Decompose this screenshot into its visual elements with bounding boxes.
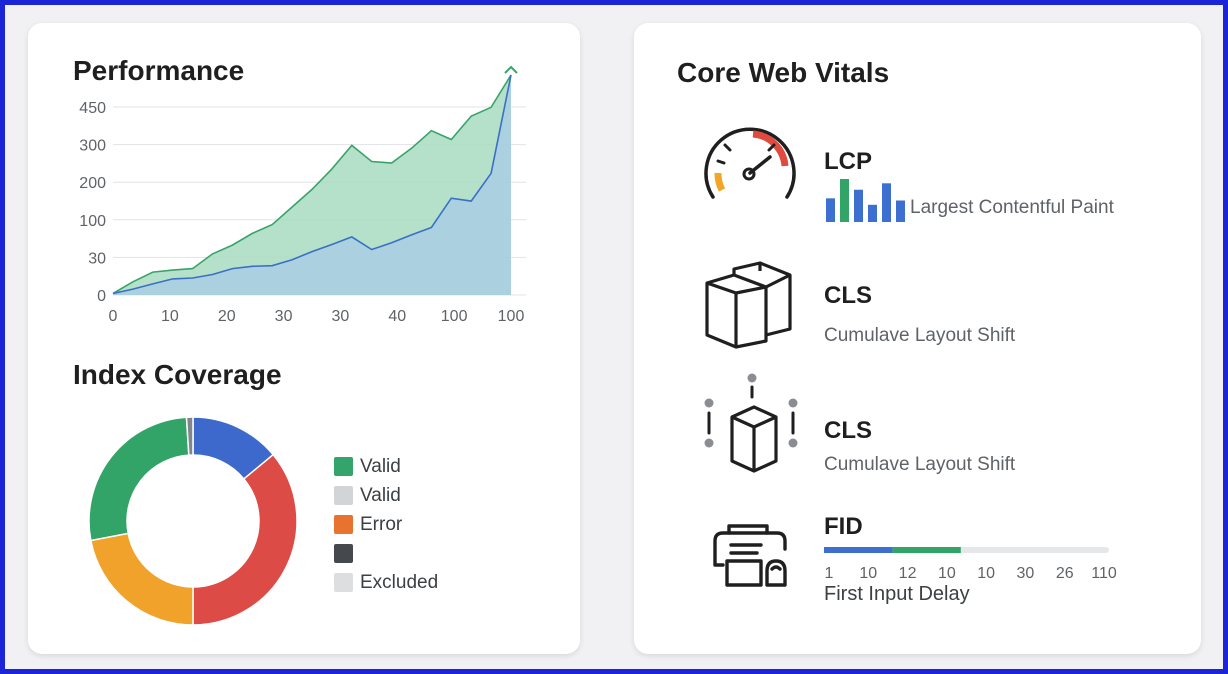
pie-slice[interactable] [89,532,194,626]
fid-tick-label: 10 [938,565,956,582]
lcp-bar [896,200,905,222]
pie-slice[interactable] [192,453,298,626]
x-tick-label: 30 [275,308,293,325]
dashboard-canvas: Performance 0 30 100 200 300 450 0 10 20 30 30 40 10… [5,5,1223,669]
cls-name: Cumulave Layout Shift [824,325,1016,346]
performance-title: Performance [73,55,245,86]
lcp-bar [826,198,835,222]
legend-swatch [334,544,353,563]
fid-fill-ok [892,547,961,553]
x-tick-label: 40 [388,308,406,325]
left-card: Performance 0 30 100 200 300 450 0 10 20 30 30 40 10… [28,23,580,654]
right-card: Core Web Vitals LCP Largest Contentful P… [634,23,1201,654]
y-tick-label: 300 [79,138,106,155]
fid-tick-label: 1 [825,565,834,582]
cls-label: CLS [824,282,872,309]
fid-tick-label: 10 [977,565,995,582]
x-tick-label: 100 [441,308,468,325]
gauge-icon [704,127,796,199]
legend-label: Error [360,513,403,535]
cube-selection-icon [704,373,798,473]
legend-swatch [334,486,353,505]
lcp-bar-chart [826,179,905,222]
fid-tick-label: 10 [859,565,877,582]
legend-item[interactable]: Excluded [334,568,438,597]
pie-slice[interactable] [185,416,194,456]
legend-item[interactable]: Error [334,510,438,539]
legend-swatch [334,457,353,476]
y-tick-label: 0 [97,288,106,305]
fid-tick-label: 26 [1056,565,1074,582]
x-tick-label: 30 [332,308,350,325]
cls-name: Cumulave Layout Shift [824,454,1016,475]
lcp-bar [840,179,849,222]
legend-label: Valid [360,455,401,477]
y-tick-label: 200 [79,175,106,192]
printer-icon [713,524,787,587]
fid-scale: 1 10 12 10 10 30 26 110 [824,547,1117,582]
x-tick-label: 20 [218,308,236,325]
cubes-icon [705,261,792,349]
y-tick-label: 100 [79,213,106,230]
y-tick-label: 450 [79,100,106,117]
fid-tick-label: 110 [1091,565,1117,582]
lcp-label: LCP [824,148,872,175]
fid-fill-good [824,547,893,553]
legend-item[interactable]: Valid [334,481,438,510]
lcp-name: Largest Contentful Paint [910,197,1114,218]
legend-swatch [334,573,353,592]
index-coverage-donut [88,416,298,626]
cls-label: CLS [824,417,872,444]
fid-label: FID [824,513,863,540]
series-area [113,75,511,295]
lcp-bar [882,183,891,222]
fid-tick-label: 12 [899,565,917,582]
y-tick-label: 30 [88,250,106,267]
performance-chart: 0 30 100 200 300 450 0 10 20 30 30 40 100 100 [79,65,526,325]
peak-marker [504,65,518,74]
fid-name: First Input Delay [824,583,970,605]
x-tick-label: 100 [498,308,525,325]
lcp-bar [868,204,877,222]
legend-item[interactable] [334,539,438,568]
core-web-vitals-title: Core Web Vitals [677,57,890,88]
pie-slice[interactable] [88,416,190,542]
series-line [112,74,512,295]
index-coverage-title: Index Coverage [73,359,282,390]
legend-label: Valid [360,484,401,506]
series-line [112,74,512,295]
fid-tick-label: 30 [1017,565,1035,582]
legend-item[interactable]: Valid [334,452,438,481]
x-tick-label: 10 [161,308,179,325]
x-tick-label: 0 [109,308,118,325]
lcp-bar [854,189,863,222]
legend-label: Excluded [360,571,439,593]
legend-swatch [334,515,353,534]
index-coverage-legend: Valid Valid Error Excluded [334,452,438,597]
